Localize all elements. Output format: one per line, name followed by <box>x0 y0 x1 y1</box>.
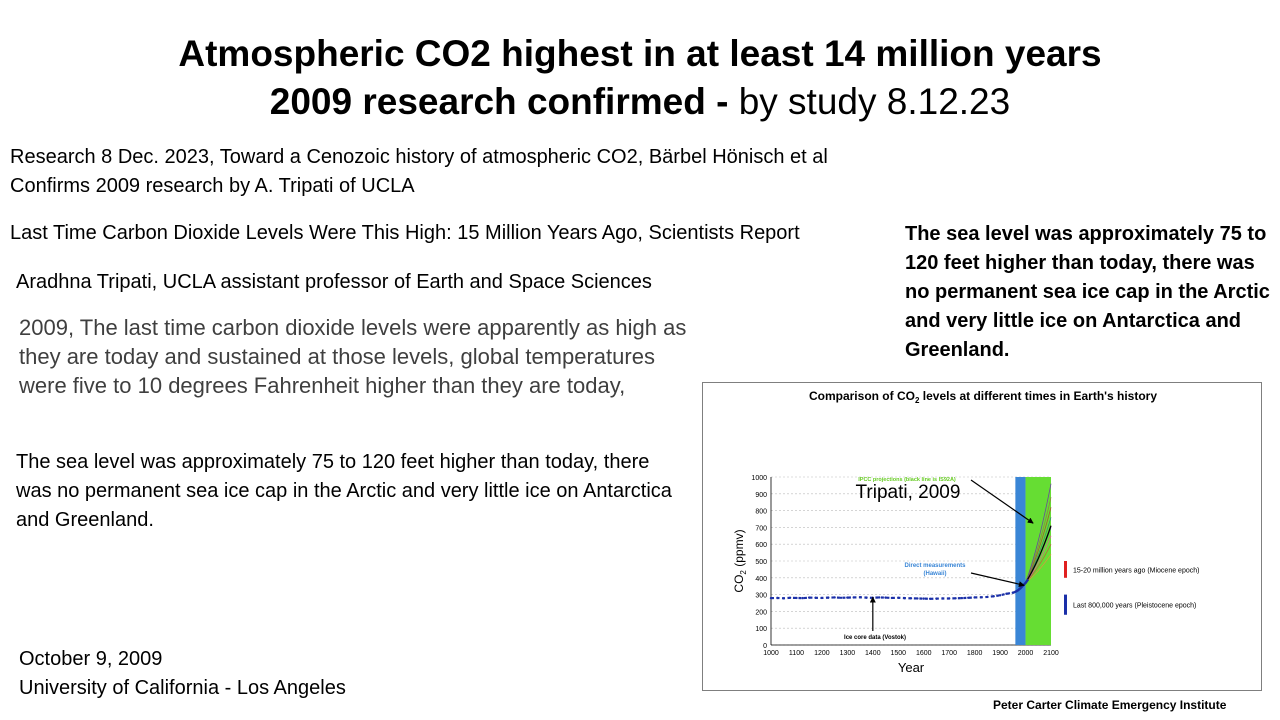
ice-core-point <box>827 596 830 599</box>
ice-core-point <box>967 596 970 599</box>
y-tick-label: 900 <box>755 492 767 499</box>
measurement-band <box>1015 477 1026 645</box>
ice-core-point <box>903 596 906 600</box>
direct-arrow <box>970 572 1025 588</box>
headline: Last Time Carbon Dioxide Levels Were Thi… <box>10 222 800 244</box>
x-tick-label: 2100 <box>1043 650 1059 657</box>
sea-level-bold-note: The sea level was approximately 75 to 12… <box>905 223 1270 361</box>
y-tick-label: 400 <box>755 576 767 583</box>
footer-date: October 9, 2009 <box>19 648 163 670</box>
x-tick-label: 1200 <box>814 650 830 657</box>
ice-core-point <box>807 596 811 599</box>
ice-core-point <box>884 596 887 599</box>
ice-core-point <box>992 595 995 598</box>
ice-core-point <box>979 596 983 599</box>
ice-core-point <box>852 596 855 599</box>
projection-line <box>1025 483 1052 583</box>
ipcc-arrow <box>970 479 1034 524</box>
ice-core-point <box>788 596 792 599</box>
ice-core-point <box>954 597 957 600</box>
co2-chart: Comparison of CO2 levels at different ti… <box>702 382 1262 691</box>
title-line-2-bold: 2009 research confirmed - <box>269 81 729 122</box>
ice-core-point <box>865 596 868 599</box>
y-axis-label: CO2 (ppmv) <box>732 529 748 592</box>
ice-core-point <box>928 597 932 600</box>
ice-core-point <box>890 596 894 600</box>
ice-core-point <box>858 596 862 599</box>
chart-title: Comparison of CO2 levels at different ti… <box>809 389 1157 405</box>
x-tick-label: 1600 <box>916 650 932 657</box>
y-tick-label: 300 <box>755 593 767 600</box>
x-tick-label: 1100 <box>789 650 804 657</box>
x-tick-label: 1000 <box>763 650 779 657</box>
ice-core-point <box>782 597 785 600</box>
x-tick-label: 1900 <box>992 650 1008 657</box>
ice-annotation: Ice core data (Vostok) <box>844 635 906 641</box>
ice-core-point <box>947 597 951 600</box>
tripati-overlay: Tripati, 2009 <box>856 482 961 503</box>
research-line-2: Confirms 2009 research by A. Tripati of … <box>10 175 415 197</box>
ice-core-point <box>1005 592 1008 595</box>
ice-core-point <box>839 596 843 599</box>
direct-annotation-sub: (Hawaii) <box>923 571 946 577</box>
ice-core-point <box>922 597 925 600</box>
ice-core-point <box>795 596 798 600</box>
y-tick-label: 800 <box>755 509 767 516</box>
quote-text: 2009, The last time carbon dioxide level… <box>19 315 687 398</box>
y-tick-label: 200 <box>755 609 767 616</box>
ice-core-point <box>846 596 849 599</box>
slide-title: Atmospheric CO2 highest in at least 14 m… <box>0 30 1280 126</box>
y-tick-label: 1000 <box>751 475 767 482</box>
ice-core-point <box>941 597 945 600</box>
ice-core-point <box>909 597 913 600</box>
ice-core-point <box>897 596 900 599</box>
x-tick-label: 1400 <box>865 650 881 657</box>
ice-core-point <box>986 595 989 599</box>
ice-core-point <box>916 597 919 600</box>
title-line-2-normal: by study 8.12.23 <box>738 81 1011 122</box>
legend-band-bar <box>1064 594 1067 615</box>
ice-core-point <box>814 596 817 599</box>
legend-band-bar <box>1064 561 1067 578</box>
footer-institution: University of California - Los Angeles <box>19 677 346 699</box>
x-tick-label: 1800 <box>967 650 983 657</box>
author-line: Aradhna Tripati, UCLA assistant professo… <box>16 271 652 293</box>
ice-core-point <box>820 596 824 600</box>
ice-core-point <box>935 597 938 600</box>
y-tick-label: 600 <box>755 542 767 549</box>
chart-svg: Comparison of CO2 levels at different ti… <box>732 389 1199 675</box>
y-tick-label: 700 <box>755 525 767 532</box>
ice-core-point <box>801 596 805 600</box>
x-tick-label: 2000 <box>1018 650 1034 657</box>
y-tick-label: 100 <box>755 626 767 633</box>
x-tick-label: 1700 <box>941 650 957 657</box>
legend-band-label: 15-20 million years ago (Miocene epoch) <box>1073 567 1199 574</box>
ice-core-point <box>769 596 773 600</box>
direct-annotation: Direct measurements <box>904 563 966 569</box>
y-tick-label: 0 <box>763 643 767 650</box>
x-axis-label: Year <box>898 660 925 675</box>
research-line-1: Research 8 Dec. 2023, Toward a Cenozoic … <box>10 146 828 168</box>
x-tick-label: 1500 <box>890 650 906 657</box>
ipcc-annotation: IPCC projections (black line is IS92A) <box>858 477 956 483</box>
ice-core-point <box>998 594 1002 597</box>
title-line-1: Atmospheric CO2 highest in at least 14 m… <box>178 33 1102 74</box>
ice-core-point <box>973 596 976 599</box>
credit-line: Peter Carter Climate Emergency Institute <box>993 698 1227 712</box>
y-tick-label: 500 <box>755 559 767 566</box>
ice-core-point <box>776 596 779 600</box>
ice-core-point <box>877 596 881 599</box>
legend-band-label: Last 800,000 years (Pleistocene epoch) <box>1073 603 1196 610</box>
x-tick-label: 1300 <box>840 650 856 657</box>
sea-level-text: The sea level was approximately 75 to 12… <box>16 451 672 531</box>
ice-core-point <box>960 596 964 600</box>
ice-core-point <box>833 596 836 599</box>
